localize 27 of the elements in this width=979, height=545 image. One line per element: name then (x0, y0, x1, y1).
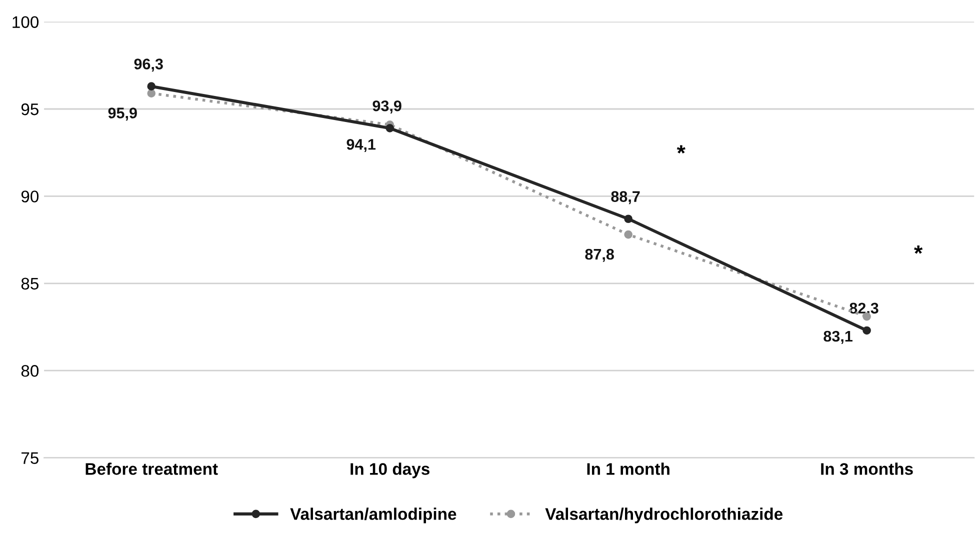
x-tick-label: Before treatment (86, 462, 218, 475)
y-tick-label: 75 (22, 452, 38, 464)
point (386, 124, 394, 132)
point (624, 214, 632, 224)
data-label: 93,9 (372, 100, 402, 114)
point (624, 230, 632, 239)
x-tick-label: In 1 month (587, 462, 670, 475)
y-tick-label: 80 (21, 365, 39, 377)
point (147, 82, 156, 90)
annotation: * (914, 246, 923, 254)
annotation: * (676, 145, 686, 154)
y-tick-label: 85 (21, 278, 38, 290)
y-tick-label: 95 (21, 103, 38, 116)
data-label: 94,1 (346, 138, 376, 152)
y-tick-label: 90 (21, 190, 39, 202)
y-tick-label: 100 (12, 16, 39, 28)
legend-label: Valsartan/amlodipine (290, 508, 456, 524)
x-tick-label: In 3 months (821, 462, 913, 475)
data-label: 87,8 (585, 248, 614, 262)
x-tick-label: In 10 days (350, 462, 430, 478)
data-label: 88,7 (611, 191, 640, 204)
data-label: 96,3 (134, 58, 163, 72)
point (862, 326, 871, 335)
data-label: 95,9 (108, 108, 137, 121)
data-label: 83,1 (824, 330, 852, 344)
point (147, 89, 156, 98)
legend-label: Valsartan/hydrochlorothiazide (545, 508, 783, 524)
